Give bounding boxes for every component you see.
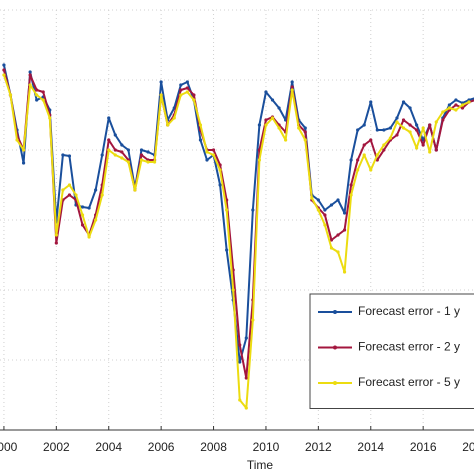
legend: Forecast error - 1 y Forecast error - 2 y… [309,293,474,409]
x-tick-label: 2016 [410,440,437,454]
legend-box [309,293,474,409]
legend-marker [333,345,337,350]
x-axis-label: Time [247,458,274,472]
legend-label: Forecast error - 2 y [358,340,460,354]
x-tick-label: 2008 [200,440,227,454]
legend-label: Forecast error - 5 y [358,375,460,389]
x-tick-label: 2014 [357,440,384,454]
x-tick-label: 2012 [305,440,332,454]
x-tick-label: 2004 [95,440,122,454]
legend-label: Forecast error - 1 y [358,304,460,318]
legend-marker [333,381,337,385]
x-tick-label: 2006 [148,440,175,454]
x-tick-label: 2000 [0,440,18,454]
x-tick-label: 2002 [43,440,70,454]
series-line [2,73,471,410]
legend-marker [333,310,337,314]
x-tick-label: 2010 [253,440,280,454]
x-tick-label: 2018 [462,440,474,454]
